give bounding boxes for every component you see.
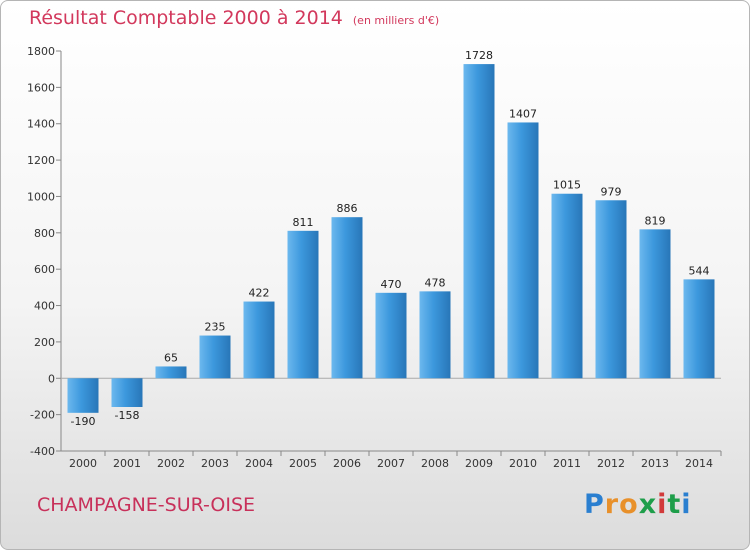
data-label: 470 [381, 278, 402, 291]
commune-name: CHAMPAGNE-SUR-OISE [37, 494, 256, 516]
logo-letter: P [584, 489, 605, 520]
data-label: 819 [645, 214, 666, 227]
bar [243, 301, 275, 379]
chart-title: Résultat Comptable 2000 à 2014 (en millie… [29, 7, 439, 29]
y-tick-label: -400 [30, 445, 55, 458]
proxiti-logo: Proxiti [584, 489, 692, 520]
x-tick-label: 2010 [509, 457, 537, 470]
data-label: 422 [249, 287, 270, 300]
y-tick-label: 1600 [27, 81, 55, 94]
logo-letter: r [604, 489, 620, 520]
y-tick-label: -200 [30, 409, 55, 422]
x-tick-label: 2001 [113, 457, 141, 470]
bar [683, 279, 715, 379]
x-tick-label: 2002 [157, 457, 185, 470]
bar [111, 378, 143, 407]
data-label: 235 [205, 321, 226, 334]
x-tick-label: 2004 [245, 457, 273, 470]
y-tick-label: 0 [48, 372, 55, 385]
chart-title-text: Résultat Comptable 2000 à 2014 [29, 7, 343, 29]
data-label: 979 [601, 185, 622, 198]
bar [155, 366, 187, 379]
logo-letter: o [619, 489, 639, 520]
logo-letter: i [657, 489, 668, 520]
logo-letter: i [681, 489, 692, 520]
y-tick-label: 1200 [27, 154, 55, 167]
data-label: -190 [71, 415, 96, 428]
bar [463, 64, 495, 379]
y-tick-label: 200 [34, 336, 55, 349]
x-tick-label: 2000 [69, 457, 97, 470]
data-label: 886 [337, 202, 358, 215]
x-tick-label: 2006 [333, 457, 361, 470]
bar [67, 378, 99, 413]
bar [551, 193, 583, 379]
logo-letter: x [638, 489, 658, 520]
y-tick-label: 600 [34, 263, 55, 276]
y-tick-label: 1800 [27, 45, 55, 58]
data-label: 65 [164, 351, 178, 364]
x-tick-label: 2008 [421, 457, 449, 470]
y-tick-label: 1400 [27, 118, 55, 131]
data-label: 544 [689, 264, 710, 277]
x-tick-label: 2012 [597, 457, 625, 470]
bar [199, 335, 231, 379]
y-tick-label: 1000 [27, 190, 55, 203]
bar [375, 292, 407, 379]
x-tick-label: 2014 [685, 457, 713, 470]
bar [331, 217, 363, 379]
data-label: 1407 [509, 107, 537, 120]
bar [419, 291, 451, 379]
logo-letter: t [667, 489, 682, 520]
data-label: 811 [293, 216, 314, 229]
x-tick-label: 2005 [289, 457, 317, 470]
x-tick-label: 2013 [641, 457, 669, 470]
bar [639, 229, 671, 379]
x-tick-label: 2009 [465, 457, 493, 470]
y-tick-label: 400 [34, 300, 55, 313]
x-tick-label: 2011 [553, 457, 581, 470]
chart-unit: (en milliers d'€) [352, 14, 440, 27]
data-label: 1015 [553, 179, 581, 192]
data-label: 478 [425, 276, 446, 289]
data-label: 1728 [465, 49, 493, 62]
x-tick-label: 2003 [201, 457, 229, 470]
x-tick-label: 2007 [377, 457, 405, 470]
bar [287, 230, 319, 379]
y-tick-label: 800 [34, 227, 55, 240]
bar [507, 122, 539, 379]
bar [595, 200, 627, 379]
data-label: -158 [115, 409, 140, 422]
